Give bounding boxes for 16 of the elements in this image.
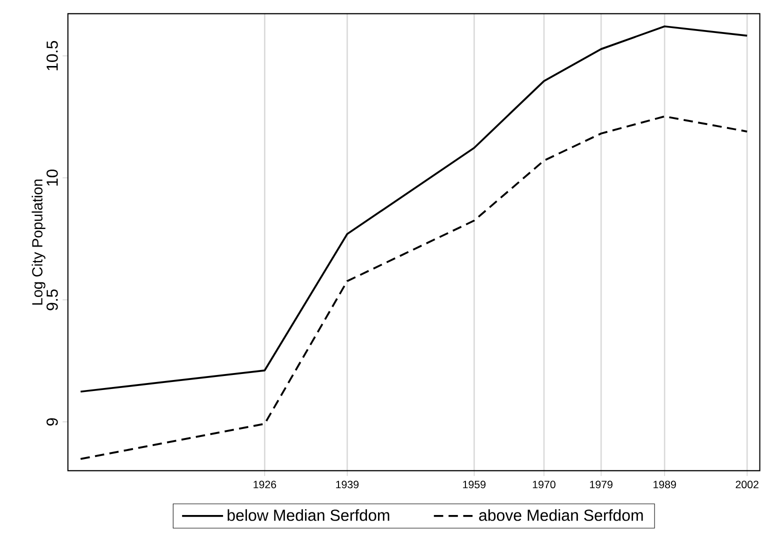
y-tick-label: 9 — [46, 418, 58, 426]
x-tick-label: 2002 — [736, 480, 758, 488]
legend-label: above Median Serfdom — [479, 509, 643, 521]
x-tick-label: 1939 — [336, 480, 359, 488]
x-tick-label: 1970 — [532, 480, 556, 488]
y-tick-label: 10.5 — [46, 41, 58, 70]
x-tick-label: 1989 — [654, 480, 676, 488]
line-series — [80, 25, 748, 393]
x-tick-label: 1959 — [463, 480, 486, 488]
y-tick-label: 9.5 — [46, 289, 58, 310]
legend-label: below Median Serfdom — [228, 509, 390, 521]
line-series — [80, 115, 748, 460]
y-axis-title: Log City Population — [32, 180, 46, 305]
x-tick-label: 1926 — [254, 480, 276, 488]
x-tick-label: 1979 — [590, 480, 612, 488]
y-tick-label: 10 — [46, 170, 58, 186]
